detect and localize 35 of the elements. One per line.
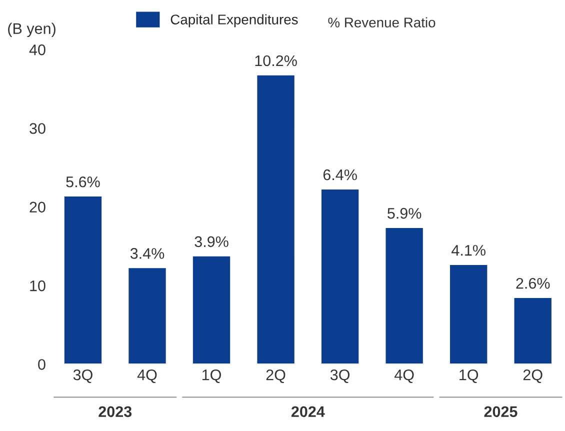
text: % Revenue Ratio	[328, 17, 436, 28]
bar	[448, 264, 489, 364]
annotation: 6.4%	[323, 169, 357, 180]
bar	[512, 296, 553, 364]
y-tick-label: 40	[29, 44, 46, 56]
annotation: 2.6%	[516, 278, 550, 289]
text: 2024	[291, 406, 325, 418]
y-tick-label: 0	[38, 359, 46, 370]
x-tick-label: 2Q	[523, 369, 542, 384]
text: 2025	[484, 406, 518, 418]
x-tick-label: 2Q	[266, 369, 286, 384]
x-tick-label: 3Q	[330, 369, 350, 384]
bar	[192, 254, 232, 364]
bar	[320, 188, 360, 364]
y-tick-label: 20	[30, 202, 46, 213]
legend-label: Capital Expenditures	[170, 14, 298, 28]
bar	[127, 266, 168, 364]
y-axis-title: (B yen)	[8, 22, 56, 38]
x-tick-label: 3Q	[73, 369, 92, 384]
annotation: 5.6%	[66, 176, 100, 188]
x-tick-label: 4Q	[394, 369, 414, 384]
bar	[256, 74, 296, 364]
annotation: 5.9%	[388, 208, 422, 219]
x-tick-label: 1Q	[460, 369, 478, 384]
y-tick-label: 30	[30, 123, 46, 134]
bar	[63, 195, 103, 364]
annotation: 3.9%	[194, 236, 228, 248]
x-tick-label: 1Q	[202, 369, 221, 384]
text: 2023	[98, 406, 132, 418]
annotation: 4.1%	[452, 244, 486, 256]
y-tick-label: 10	[30, 280, 46, 292]
x-tick-label: 4Q	[137, 369, 157, 384]
annotation: 3.4%	[130, 248, 164, 259]
annotation: 10.2%	[255, 55, 297, 66]
bar	[384, 226, 424, 364]
